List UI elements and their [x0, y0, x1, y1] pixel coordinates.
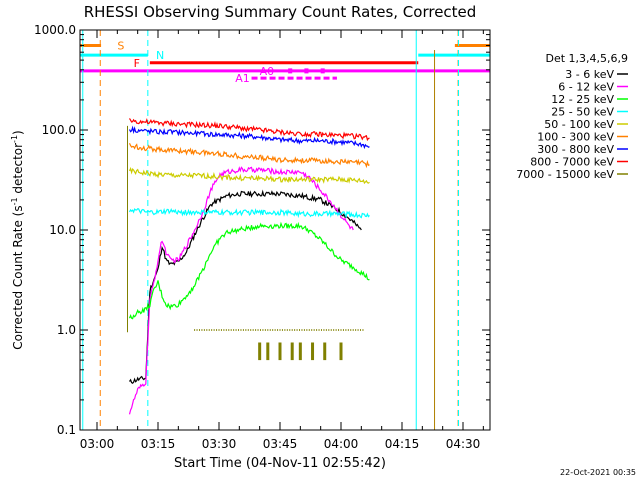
- legend-label-6: 300 - 800 keV: [537, 143, 614, 156]
- x-tick-label-0: 03:00: [80, 437, 115, 451]
- flag-a0-label: A0: [260, 65, 275, 78]
- series-bar-mark-6: [323, 342, 327, 361]
- legend-label-4: 50 - 100 keV: [544, 118, 614, 131]
- y-tick-label-2: 10.0: [49, 223, 76, 237]
- series-line-4: [128, 166, 370, 185]
- y-axis-label-main: Corrected Count Rate (s: [11, 205, 25, 349]
- x-tick-label-1: 03:15: [141, 437, 176, 451]
- y-tick-label-4: 1000.0: [34, 23, 76, 37]
- chart-title: RHESSI Observing Summary Count Rates, Co…: [84, 3, 477, 21]
- x-axis-label: Start Time (04-Nov-11 02:55:42): [174, 456, 386, 471]
- series-bar-mark-3: [290, 342, 294, 361]
- series-bar-mark-1: [266, 342, 270, 361]
- series-line-7: [128, 118, 370, 142]
- legend-label-3: 25 - 50 keV: [551, 106, 614, 119]
- legend-label-7: 800 - 7000 keV: [530, 156, 614, 169]
- y-axis-label: Corrected Count Rate (s-1 detector-1): [10, 130, 25, 349]
- x-tick-label-5: 04:15: [385, 437, 420, 451]
- flag-s-label: S: [117, 39, 124, 52]
- plot-frame: [79, 29, 491, 431]
- legend-label-2: 12 - 25 keV: [551, 93, 614, 106]
- flag-n-label: N: [156, 49, 164, 62]
- instrument-flags: S N F A0 A1: [80, 30, 490, 430]
- series-line-3: [128, 207, 370, 219]
- series-marks-7000-15000: [194, 329, 364, 361]
- flag-a1-label: A1: [235, 72, 250, 85]
- y-axis-label-sup1: -1: [10, 197, 19, 205]
- legend-header: Det 1,3,4,5,6,9: [545, 52, 628, 65]
- y-axis-label-end: ): [11, 130, 25, 135]
- series-bar-mark-2: [278, 342, 282, 361]
- x-tick-label-4: 04:00: [324, 437, 359, 451]
- x-tick-label-6: 04:30: [446, 437, 481, 451]
- legend-label-0: 3 - 6 keV: [565, 68, 614, 81]
- series-line-0: [129, 189, 362, 384]
- legend-label-5: 100 - 300 keV: [537, 131, 614, 144]
- y-tick-label-3: 100.0: [42, 123, 76, 137]
- y-axis: 0.1 1.0 10.0 100.0 1000.0: [34, 23, 490, 437]
- x-axis: 03:00 03:15 03:30 03:45 04:00 04:15 04:30: [80, 30, 484, 451]
- y-axis-label-mid: detector: [11, 143, 25, 198]
- series-layer: [128, 118, 370, 415]
- x-tick-label-3: 03:45: [263, 437, 298, 451]
- footer-date: 22-Oct-2021 00:35: [560, 468, 636, 477]
- legend-label-8: 7000 - 15000 keV: [516, 168, 614, 181]
- series-line-6: [128, 125, 370, 150]
- series-line-2: [128, 221, 370, 320]
- series-line-1: [128, 166, 354, 415]
- y-axis-label-sup2: -1: [10, 135, 19, 143]
- x-tick-label-2: 03:30: [202, 437, 237, 451]
- y-tick-label-1: 1.0: [57, 323, 76, 337]
- y-tick-label-0: 0.1: [57, 423, 76, 437]
- series-bar-mark-4: [298, 342, 302, 361]
- flag-f-label: F: [134, 57, 140, 70]
- series-line-5: [128, 142, 370, 169]
- legend-label-1: 6 - 12 keV: [558, 81, 614, 94]
- series-bar-mark-7: [339, 342, 343, 361]
- series-bar-mark-5: [311, 342, 315, 361]
- series-bar-mark-0: [258, 342, 262, 361]
